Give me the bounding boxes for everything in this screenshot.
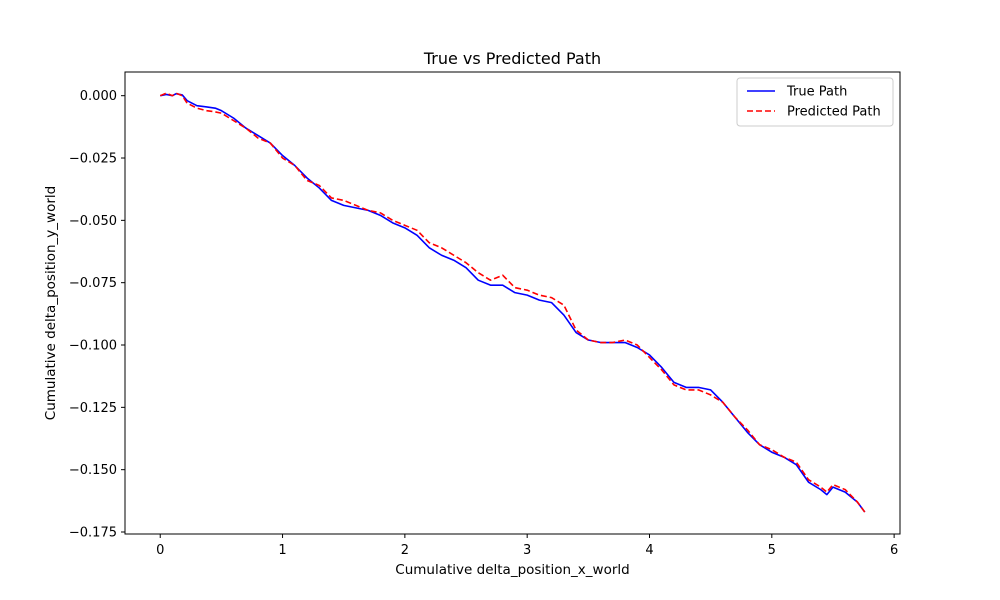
legend-box bbox=[736, 77, 894, 127]
x-axis-label: Cumulative delta_position_x_world bbox=[395, 562, 629, 578]
legend-label: Predicted Path bbox=[787, 105, 881, 120]
y-tick-label: 0.000 bbox=[80, 89, 117, 104]
y-tick-label: −0.175 bbox=[69, 526, 117, 541]
y-tick-label: −0.125 bbox=[69, 401, 117, 416]
x-tick-label: 1 bbox=[278, 543, 286, 558]
x-tick-label: 0 bbox=[156, 543, 164, 558]
y-axis-ticks: 0.000 −0.025 −0.050 −0.075 −0.100 −0.125 −0.15… bbox=[69, 89, 125, 541]
x-tick-label: 5 bbox=[768, 543, 776, 558]
legend-label: True Path bbox=[786, 85, 847, 100]
y-tick-label: −0.025 bbox=[69, 152, 117, 167]
chart-title: True vs Predicted Path bbox=[423, 49, 601, 68]
y-axis-label: Cumulative delta_position_y_world bbox=[43, 186, 59, 420]
x-tick-label: 2 bbox=[401, 543, 409, 558]
x-tick-label: 4 bbox=[645, 543, 653, 558]
x-tick-label: 3 bbox=[523, 543, 531, 558]
plot-area bbox=[124, 71, 901, 535]
x-axis-ticks: 0 1 2 3 4 5 6 bbox=[156, 534, 898, 558]
series-line-predicted-path bbox=[159, 92, 866, 513]
plot-frame bbox=[124, 71, 901, 535]
y-tick-label: −0.050 bbox=[69, 214, 117, 229]
y-tick-label: −0.150 bbox=[69, 463, 117, 478]
y-tick-label: −0.075 bbox=[69, 276, 117, 291]
legend: True Path Predicted Path bbox=[736, 77, 894, 127]
x-tick-label: 6 bbox=[890, 543, 898, 558]
y-tick-label: −0.100 bbox=[69, 339, 117, 354]
